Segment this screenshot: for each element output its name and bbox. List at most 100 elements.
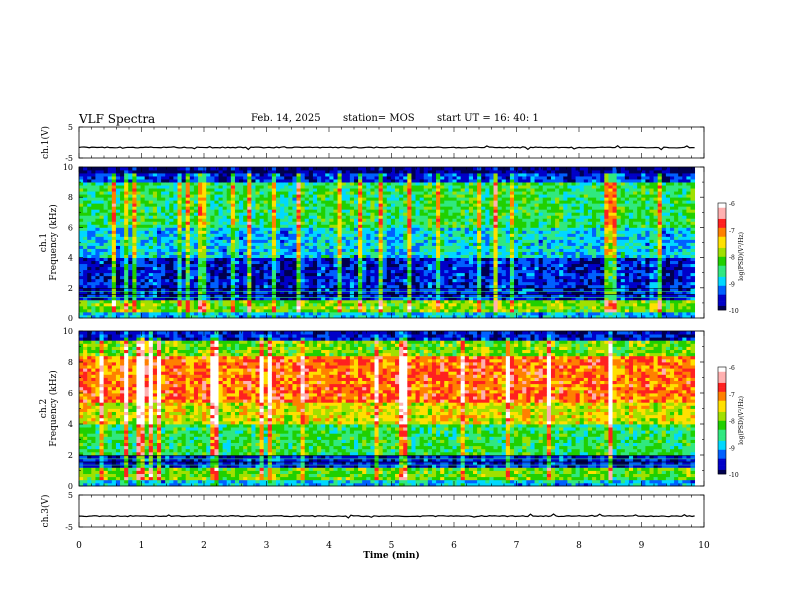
spectrogram-cell [259, 284, 265, 289]
spectrogram-cell [243, 212, 248, 216]
spectrogram-cell [370, 281, 375, 286]
spectrogram-cell [325, 227, 330, 231]
spectrogram-cell [452, 284, 457, 289]
spectrogram-cell [296, 197, 302, 201]
spectrogram-cell [378, 206, 384, 210]
spectrogram-cell [403, 272, 408, 277]
spectrogram-cell [128, 197, 133, 201]
spectrogram-cell [321, 302, 326, 307]
spectrogram-cell [468, 233, 474, 237]
spectrogram-cell [165, 182, 170, 186]
spectrogram-cell [193, 191, 199, 195]
spectrogram-cell [440, 227, 445, 231]
spectrogram-cell [230, 293, 236, 298]
spectrogram-cell [243, 263, 248, 268]
spectrogram-cell [140, 260, 146, 265]
spectrogram-cell [362, 227, 367, 231]
spectrogram-cell [411, 251, 416, 255]
spectrogram-cell [226, 185, 232, 189]
spectrogram-cell [374, 242, 379, 246]
spectrogram-cell [440, 296, 445, 301]
spectrogram-cell [202, 215, 207, 219]
spectrogram-cell [280, 281, 285, 286]
spectrogram-cell [296, 239, 302, 243]
spectrogram-cell [226, 299, 232, 304]
spectrogram-cell [431, 233, 437, 237]
spectrogram-cell [436, 176, 441, 180]
spectrogram-cell [353, 197, 359, 201]
spectrogram-cell [317, 173, 322, 177]
spectrogram-cell [456, 248, 462, 252]
spectrogram-cell [353, 272, 359, 277]
spectrogram-cell [103, 305, 109, 310]
spectrogram-cell [210, 314, 215, 319]
spectrogram-cell [460, 215, 466, 219]
spectrogram-cell [292, 185, 297, 189]
spectrogram-cell [111, 233, 117, 237]
spectrogram-cell [181, 233, 187, 237]
spectrogram-cell [366, 299, 371, 304]
spectrogram-cell [390, 251, 396, 255]
spectrogram-cell [431, 215, 437, 219]
spectrogram-cell [321, 308, 326, 313]
spectrogram-cell [177, 215, 182, 219]
spectrogram-cell [284, 281, 289, 286]
spectrogram-cell [436, 305, 441, 310]
spectrogram-cell [436, 230, 441, 234]
spectrogram-cell [419, 287, 425, 292]
spectrogram-cell [321, 251, 326, 255]
spectrogram-cell [473, 299, 478, 304]
spectrogram-cell [288, 230, 293, 234]
spectrogram-cell [177, 212, 182, 216]
spectrogram-cell [185, 215, 191, 219]
spectrogram-cell [407, 281, 412, 286]
spectrogram-cell [251, 197, 256, 201]
spectrogram-cell [218, 287, 224, 292]
spectrogram-cell [91, 176, 96, 180]
spectrogram-cell [325, 269, 330, 274]
spectrogram-cell [411, 302, 416, 307]
spectrogram-cell [399, 305, 404, 310]
spectrogram-cell [448, 248, 453, 252]
spectrogram-cell [214, 281, 219, 286]
spectrogram-cell [79, 233, 84, 237]
spectrogram-cell [460, 242, 466, 246]
spectrogram-cell [423, 233, 429, 237]
spectrogram-cell [234, 203, 240, 207]
spectrogram-cell [382, 206, 388, 210]
spectrogram-cell [128, 248, 133, 252]
spectrogram-cell [107, 230, 113, 234]
spectrogram-cell [222, 245, 228, 249]
spectrogram-cell [156, 290, 162, 295]
spectrogram-cell [140, 191, 146, 195]
spectrogram-cell [259, 290, 265, 295]
spectrogram-cell [403, 257, 408, 262]
spectrogram-cell [321, 314, 326, 319]
spectrogram-cell [103, 218, 109, 222]
spectrogram-cell [386, 251, 392, 255]
spectrogram-cell [395, 281, 400, 286]
spectrogram-cell [234, 170, 240, 174]
spectrogram-cell [259, 299, 265, 304]
spectrogram-cell [185, 281, 191, 286]
spectrogram-cell [440, 305, 445, 310]
spectrogram-cell [193, 194, 199, 198]
spectrogram-cell [353, 263, 359, 268]
spectrogram-cell [173, 302, 178, 307]
spectrogram-cell [267, 185, 273, 189]
spectrogram-cell [271, 230, 277, 234]
spectrogram-cell [193, 233, 199, 237]
spectrogram-cell [386, 287, 392, 292]
spectrogram-cell [120, 296, 125, 301]
spectrogram-cell [477, 314, 482, 319]
spectrogram-cell [284, 287, 289, 292]
spectrogram-cell [337, 170, 343, 174]
spectrogram-cell [411, 233, 416, 237]
spectrogram-cell [111, 191, 117, 195]
spectrogram-cell [448, 269, 453, 274]
spectrogram-cell [296, 293, 302, 298]
spectrogram-cell [177, 185, 182, 189]
spectrogram-cell [345, 194, 351, 198]
spectrogram-cell [300, 299, 306, 304]
spectrogram-cell [169, 248, 174, 252]
